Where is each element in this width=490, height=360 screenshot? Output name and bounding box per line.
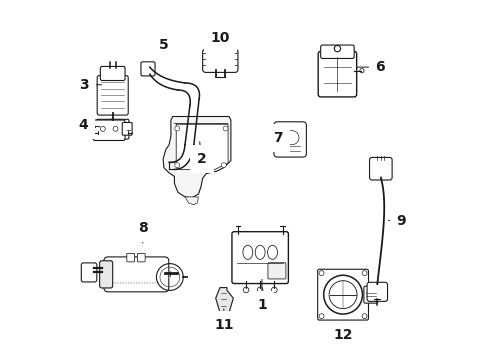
FancyBboxPatch shape	[369, 157, 392, 180]
Text: 5: 5	[159, 38, 169, 52]
Text: 10: 10	[211, 31, 230, 45]
Polygon shape	[216, 288, 233, 312]
Circle shape	[319, 314, 324, 319]
Text: 11: 11	[214, 309, 234, 332]
FancyBboxPatch shape	[104, 257, 169, 292]
Circle shape	[243, 287, 249, 293]
FancyBboxPatch shape	[232, 232, 289, 284]
Polygon shape	[163, 117, 231, 198]
FancyBboxPatch shape	[318, 269, 368, 320]
Text: 2: 2	[197, 142, 207, 166]
Ellipse shape	[268, 245, 277, 259]
Circle shape	[221, 163, 226, 168]
Circle shape	[329, 281, 357, 309]
Ellipse shape	[243, 245, 253, 259]
Text: 9: 9	[389, 213, 406, 228]
FancyBboxPatch shape	[267, 132, 280, 147]
Circle shape	[223, 126, 228, 131]
Circle shape	[362, 314, 367, 319]
FancyBboxPatch shape	[137, 253, 145, 262]
Polygon shape	[176, 124, 228, 170]
FancyBboxPatch shape	[268, 263, 286, 279]
Text: 8: 8	[138, 221, 147, 243]
Circle shape	[100, 126, 105, 131]
FancyBboxPatch shape	[99, 261, 113, 288]
Circle shape	[271, 287, 277, 293]
Circle shape	[175, 163, 180, 168]
FancyBboxPatch shape	[93, 120, 125, 140]
Circle shape	[362, 271, 367, 276]
FancyBboxPatch shape	[367, 282, 388, 301]
FancyBboxPatch shape	[100, 66, 125, 81]
FancyBboxPatch shape	[81, 263, 97, 282]
FancyBboxPatch shape	[364, 286, 378, 303]
Ellipse shape	[255, 245, 265, 259]
Polygon shape	[185, 197, 198, 205]
Circle shape	[175, 126, 180, 131]
Circle shape	[324, 275, 363, 314]
Circle shape	[285, 131, 299, 145]
Text: 12: 12	[333, 321, 353, 342]
FancyBboxPatch shape	[122, 122, 132, 135]
FancyBboxPatch shape	[127, 253, 135, 262]
FancyBboxPatch shape	[203, 49, 238, 72]
Circle shape	[113, 126, 118, 131]
Circle shape	[360, 68, 364, 73]
Circle shape	[334, 45, 341, 52]
Circle shape	[257, 287, 263, 293]
FancyBboxPatch shape	[274, 122, 306, 157]
FancyBboxPatch shape	[97, 119, 129, 139]
Text: 7: 7	[273, 131, 283, 145]
FancyBboxPatch shape	[318, 51, 357, 97]
FancyBboxPatch shape	[141, 62, 155, 76]
Text: 1: 1	[257, 279, 267, 312]
Circle shape	[319, 271, 324, 276]
Text: 6: 6	[357, 60, 385, 74]
Circle shape	[109, 119, 116, 126]
FancyBboxPatch shape	[320, 45, 354, 58]
Text: 4: 4	[78, 118, 100, 132]
Text: 3: 3	[79, 78, 101, 92]
FancyBboxPatch shape	[97, 76, 128, 115]
